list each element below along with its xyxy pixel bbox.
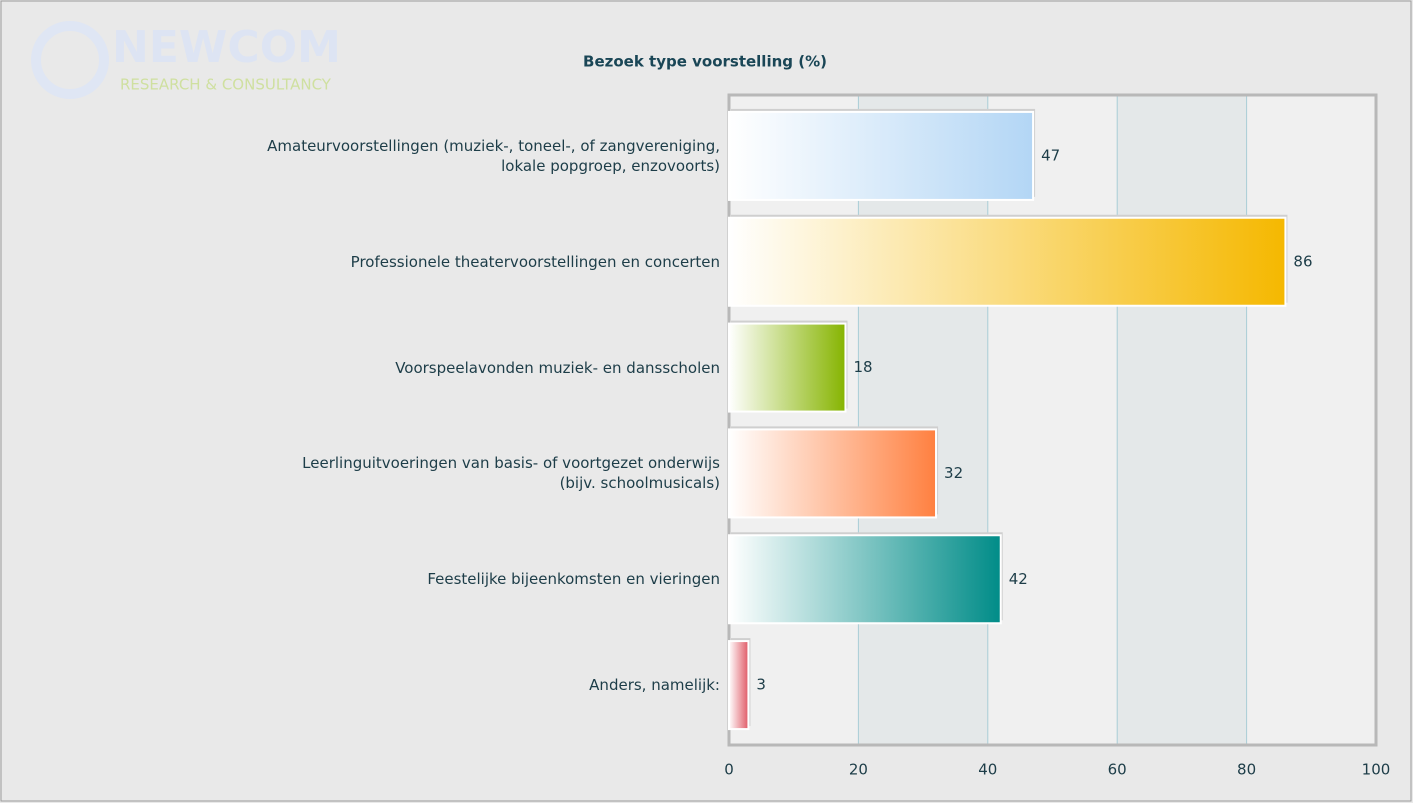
category-label: Voorspeelavonden muziek- en dansscholen (395, 358, 720, 377)
logo-icon (31, 21, 109, 99)
value-label: 32 (944, 464, 963, 482)
x-tick-label: 80 (1237, 761, 1256, 779)
grid-band (858, 95, 988, 745)
value-label: 18 (853, 358, 872, 376)
logo-name: NEWCOM (112, 22, 341, 73)
category-label: Leerlinguitvoeringen van basis- of voort… (302, 454, 720, 493)
value-label: 3 (756, 676, 766, 694)
plot-area (729, 95, 1376, 745)
category-label: Feestelijke bijeenkomsten en vieringen (427, 570, 720, 589)
logo-tagline: RESEARCH & CONSULTANCY (120, 76, 332, 94)
bar (728, 428, 938, 519)
bar (728, 322, 847, 413)
bar (728, 640, 750, 731)
bar (728, 534, 1002, 625)
x-tick-label: 20 (849, 761, 868, 779)
plot-border (727, 93, 1378, 747)
value-label: 47 (1041, 146, 1060, 164)
x-tick-label: 0 (724, 761, 734, 779)
x-tick-label: 40 (978, 761, 997, 779)
grid-band (1117, 95, 1247, 745)
category-label: Professionele theatervoorstellingen en c… (350, 252, 720, 271)
value-label: 42 (1009, 570, 1028, 588)
x-tick-label: 60 (1108, 761, 1127, 779)
bar (728, 110, 1035, 201)
category-label: Anders, namelijk: (589, 676, 720, 695)
bar (728, 216, 1287, 307)
value-label: 86 (1293, 252, 1312, 270)
category-label: Amateurvoorstellingen (muziek-, toneel-,… (267, 136, 720, 175)
chart-title: Bezoek type voorstelling (%) (583, 53, 827, 71)
x-tick-label: 100 (1362, 761, 1391, 779)
